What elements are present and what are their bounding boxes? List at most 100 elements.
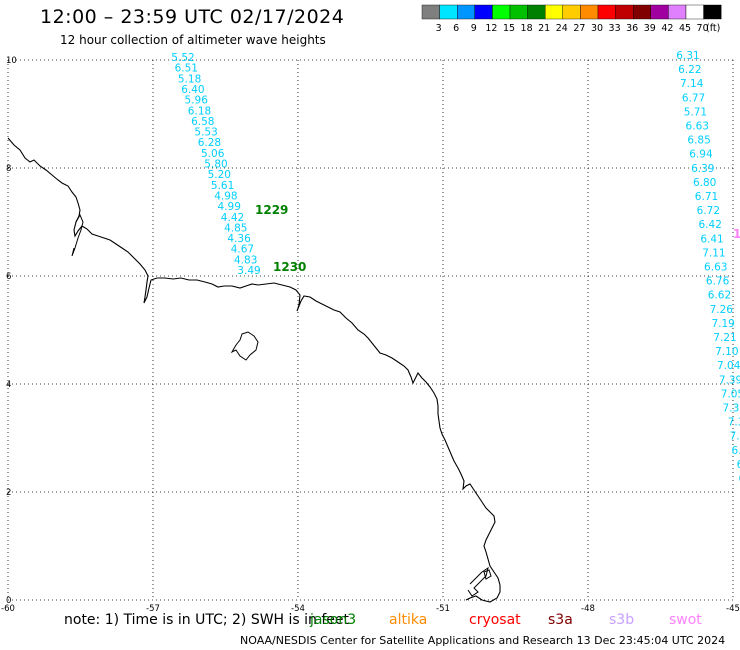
swh-value-label: 4.85 — [224, 222, 247, 234]
swh-value-label: 6.76 — [706, 276, 730, 288]
lon-tick-label: -57 — [146, 604, 160, 614]
swh-value-label: 6.62 — [708, 290, 731, 302]
swh-value-label: 6. — [738, 473, 740, 485]
mission-swot: swot — [669, 612, 702, 628]
swh-value-label: 4.99 — [218, 201, 241, 213]
mission-jason3: jason3 — [310, 612, 357, 628]
swh-value-label: 6.22 — [678, 64, 701, 76]
swh-value-label: 6. — [737, 459, 740, 471]
swh-value-label: 6.41 — [700, 233, 723, 245]
footer-credit: NOAA/NESDIS Center for Satellite Applica… — [240, 634, 726, 647]
coastline-river-inlet-2 — [467, 566, 489, 597]
legend-tick-label: 33 — [609, 23, 621, 34]
lon-tick-label: -51 — [436, 604, 450, 614]
swh-value-label: 4.36 — [227, 233, 251, 245]
legend-tick-label: 70 — [697, 23, 709, 34]
swh-value-label: 6.85 — [687, 135, 710, 147]
swh-value-label: 6.80 — [693, 177, 716, 189]
graticule-grid — [7, 59, 734, 601]
lat-tick-label: 2 — [6, 488, 11, 498]
swh-value-label: 3.49 — [237, 265, 260, 277]
swh-value-label: 7.33 — [723, 403, 740, 415]
island-small — [483, 569, 492, 580]
swh-value-label: 4.42 — [221, 212, 244, 224]
swh-value-label: 7.14 — [680, 78, 704, 90]
legend-swatch — [703, 4, 722, 20]
legend-tick-label: 12 — [485, 23, 497, 34]
legend-tick-label: 24 — [556, 23, 568, 34]
swh-value-label: 5.18 — [178, 73, 201, 85]
swh-value-label: 6.94 — [689, 149, 713, 161]
swh-value-label: 7.10 — [715, 346, 738, 358]
track-time-label: 1229 — [255, 203, 288, 217]
swh-value-label: 6.39 — [691, 163, 714, 175]
swh-value-label: 4.67 — [231, 244, 254, 256]
mission-altika: altika — [389, 612, 428, 628]
coastline-river-inlet-1 — [71, 213, 84, 257]
track-time-label: 1230 — [273, 260, 306, 274]
swh-value-label: 4.83 — [234, 254, 257, 266]
swh-value-label: 7.26 — [710, 304, 734, 316]
swh-value-label: 6.28 — [198, 137, 221, 149]
swh-value-label: 6.63 — [686, 121, 709, 133]
swh-value-label: 7.3 — [728, 417, 740, 429]
legend-tick-label: 45 — [679, 23, 691, 34]
swh-value-label: 5.52 — [171, 52, 194, 64]
island-outline — [230, 331, 259, 361]
swh-value-label: 6.18 — [188, 105, 211, 117]
swh-value-label: 6.31 — [676, 50, 699, 62]
swh-value-label: 5.96 — [185, 95, 209, 107]
swh-value-label: 6.72 — [697, 205, 720, 217]
mission-cryosat: cryosat — [469, 612, 521, 628]
swh-value-label: 5.80 — [204, 159, 227, 171]
lon-tick-label: -54 — [291, 604, 305, 614]
swh-value-label: 7.04 — [717, 360, 740, 372]
lon-tick-label: -48 — [581, 604, 595, 614]
footer-note: note: 1) Time is in UTC; 2) SWH is in fe… — [64, 612, 350, 628]
swh-value-label: 4.98 — [214, 190, 237, 202]
swh-value-label: 6.71 — [695, 191, 718, 203]
legend-tick-label: 21 — [538, 23, 550, 34]
swh-value-label: 6.40 — [181, 84, 204, 96]
coastline — [7, 137, 501, 603]
legend-tick-label: 3 — [436, 23, 442, 34]
legend-tick-label: 42 — [661, 23, 673, 34]
lat-tick-label: 6 — [6, 272, 11, 282]
legend-tick-label: 6 — [453, 23, 459, 34]
swh-value-label: 7.0 — [730, 431, 740, 443]
swh-value-label: 7.39 — [719, 374, 740, 386]
lat-tick-label: 0 — [6, 596, 11, 606]
swh-value-label: 6.77 — [682, 92, 705, 104]
swh-value-label: 7.11 — [702, 247, 725, 259]
swh-value-label: 6.63 — [704, 262, 727, 274]
swh-value-label: 7.19 — [711, 318, 734, 330]
swh-value-label: 5.06 — [201, 148, 225, 160]
swh-value-label: 5.61 — [211, 180, 234, 192]
lat-tick-label: 4 — [6, 380, 11, 390]
axis-labels: -60 -57 -54 -51 -48 -45 0 2 4 6 8 10 — [1, 56, 740, 614]
page-subtitle: 12 hour collection of altimeter wave hei… — [60, 33, 326, 47]
legend-tick-label: 9 — [471, 23, 477, 34]
altimeter-tracks: 5.526.515.186.405.966.186.585.536.285.06… — [171, 50, 740, 485]
swh-value-label: 5.20 — [208, 169, 231, 181]
swh-value-label: 5.53 — [194, 127, 217, 139]
track-time-label: 1 — [733, 227, 740, 241]
swh-value-label: 7.21 — [713, 332, 736, 344]
mission-s3b: s3b — [609, 612, 635, 628]
lon-tick-label: -45 — [726, 604, 740, 614]
legend-tick-label: 18 — [521, 23, 533, 34]
lat-tick-label: 8 — [6, 164, 11, 174]
swh-value-label: 6.58 — [191, 116, 214, 128]
mission-s3a: s3a — [548, 612, 573, 628]
legend-tick-label: 27 — [573, 23, 585, 34]
lat-tick-label: 10 — [6, 56, 17, 66]
legend-tick-label: 39 — [644, 23, 656, 34]
swh-value-label: 6.5 — [731, 445, 740, 457]
legend-tick-label: 36 — [626, 23, 638, 34]
swh-value-label: 6.51 — [175, 63, 198, 75]
lon-tick-label: -60 — [1, 604, 15, 614]
swh-value-label: 5.71 — [684, 106, 707, 118]
coastline-mainland — [7, 137, 501, 603]
legend-tick-label: 30 — [591, 23, 603, 34]
